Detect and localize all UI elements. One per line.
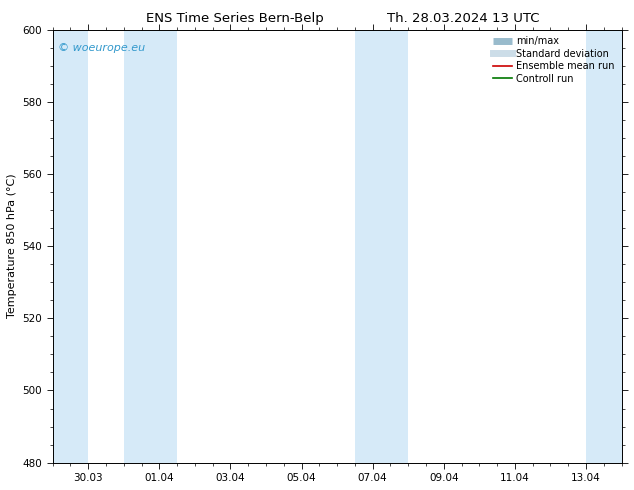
Bar <box>53 30 88 463</box>
Bar <box>124 30 177 463</box>
Text: Th. 28.03.2024 13 UTC: Th. 28.03.2024 13 UTC <box>387 12 539 25</box>
Bar <box>586 30 621 463</box>
Y-axis label: Temperature 850 hPa (°C): Temperature 850 hPa (°C) <box>7 174 17 318</box>
Text: © woeurope.eu: © woeurope.eu <box>58 43 145 52</box>
Bar <box>355 30 408 463</box>
Legend: min/max, Standard deviation, Ensemble mean run, Controll run: min/max, Standard deviation, Ensemble me… <box>491 34 617 86</box>
Text: ENS Time Series Bern-Belp: ENS Time Series Bern-Belp <box>146 12 323 25</box>
